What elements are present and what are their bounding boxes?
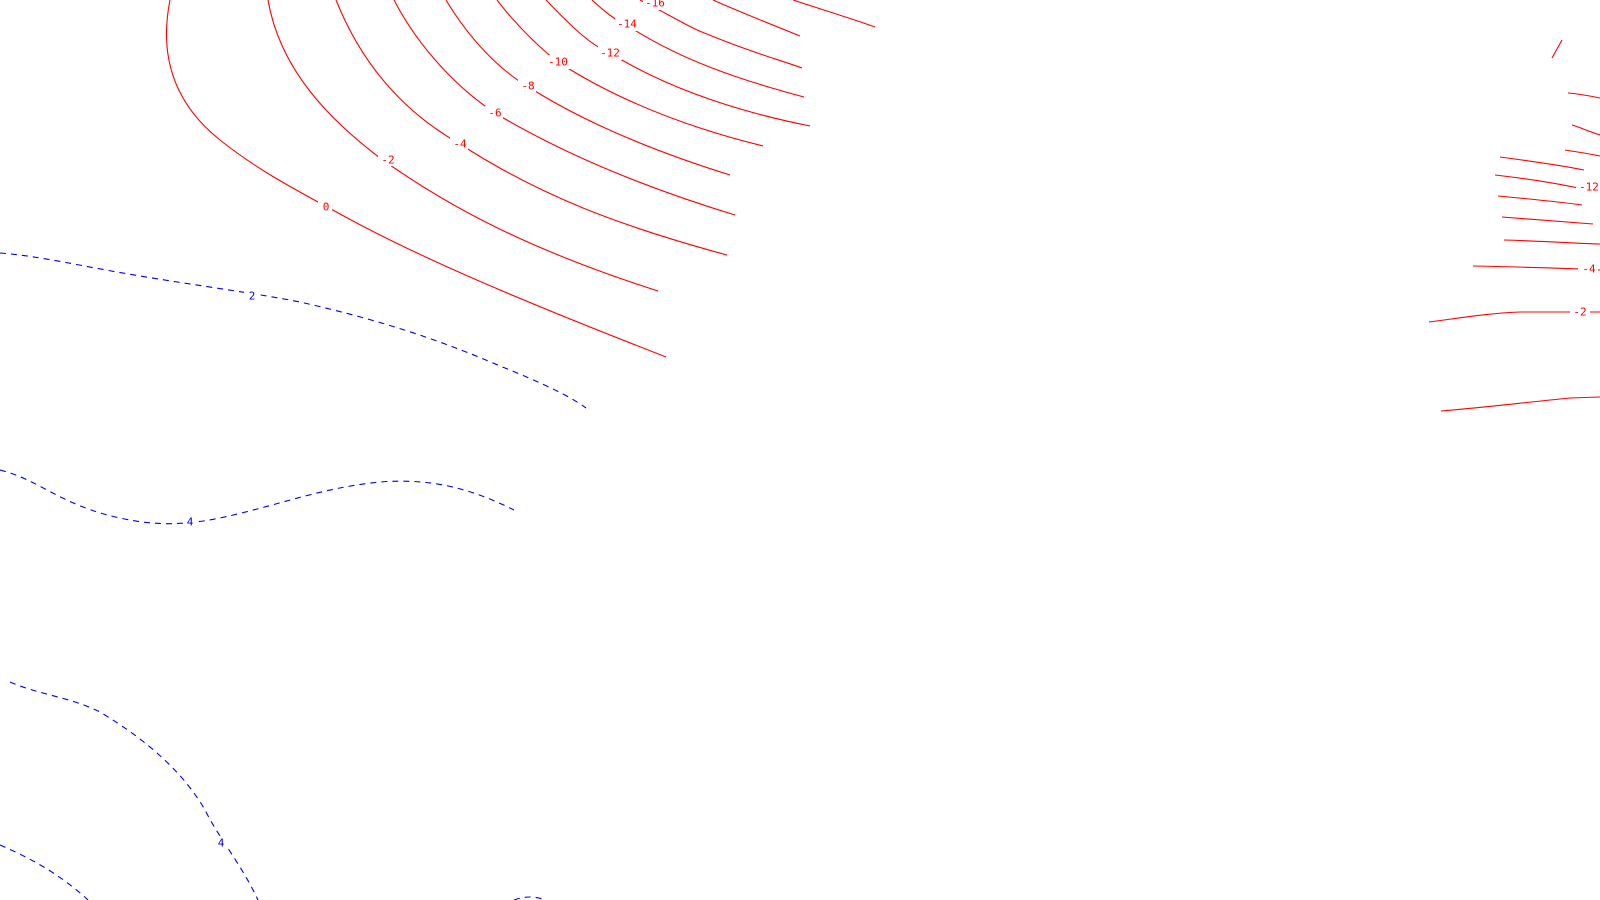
label-right-minus4: -4	[1582, 263, 1596, 276]
contour-4-upper	[0, 469, 515, 525]
contour-right-i	[1503, 239, 1600, 245]
label-minus10: -10	[548, 56, 568, 69]
contour-minus12	[545, 0, 811, 127]
negative-contours-left	[165, 0, 876, 358]
label-0: 0	[323, 201, 330, 214]
contour-right-g	[1497, 195, 1583, 206]
label-right-minus2: -2	[1573, 306, 1586, 319]
contour-minus18	[712, 0, 801, 37]
label-4-lower: 4	[218, 837, 225, 850]
label-2: 2	[249, 290, 256, 303]
label-minus12: -12	[600, 47, 620, 60]
contour-right-f	[1494, 174, 1579, 189]
contour-0	[165, 0, 667, 358]
contour-right-l	[1440, 396, 1600, 412]
contour-right-b	[1567, 92, 1600, 99]
label-minus14: -14	[617, 18, 637, 31]
positive-contours	[0, 252, 587, 900]
contour-minus6	[393, 0, 736, 216]
label-right-minus12: -12	[1579, 181, 1599, 194]
negative-contours-right	[1428, 39, 1600, 412]
contour-4-lower	[9, 681, 259, 900]
contour-6-corner	[0, 844, 89, 900]
label-minus2: -2	[381, 154, 394, 167]
contour-minus8	[445, 0, 731, 176]
label-minus6: -6	[488, 107, 501, 120]
contour-minus20	[792, 0, 876, 28]
label-minus16: -16	[645, 0, 665, 10]
contour-minus14	[591, 0, 805, 98]
contour-2	[0, 252, 587, 409]
contour-right-c	[1571, 124, 1600, 136]
contour-right-d	[1564, 149, 1600, 157]
label-minus8: -8	[521, 80, 534, 93]
contour-right-h	[1501, 216, 1594, 225]
label-minus4: -4	[453, 138, 467, 151]
contour-minus16	[639, 0, 803, 69]
contour-right-a	[1551, 39, 1563, 59]
label-4-upper: 4	[187, 516, 194, 529]
contour-labels: 0 -2 -4 -6 -8 -10 -12 -14 -16 2 4 4 -12 …	[183, 0, 1600, 850]
contour-right-e	[1499, 156, 1585, 171]
contour-minus10	[496, 0, 764, 147]
contour-small-bottom	[513, 896, 546, 900]
